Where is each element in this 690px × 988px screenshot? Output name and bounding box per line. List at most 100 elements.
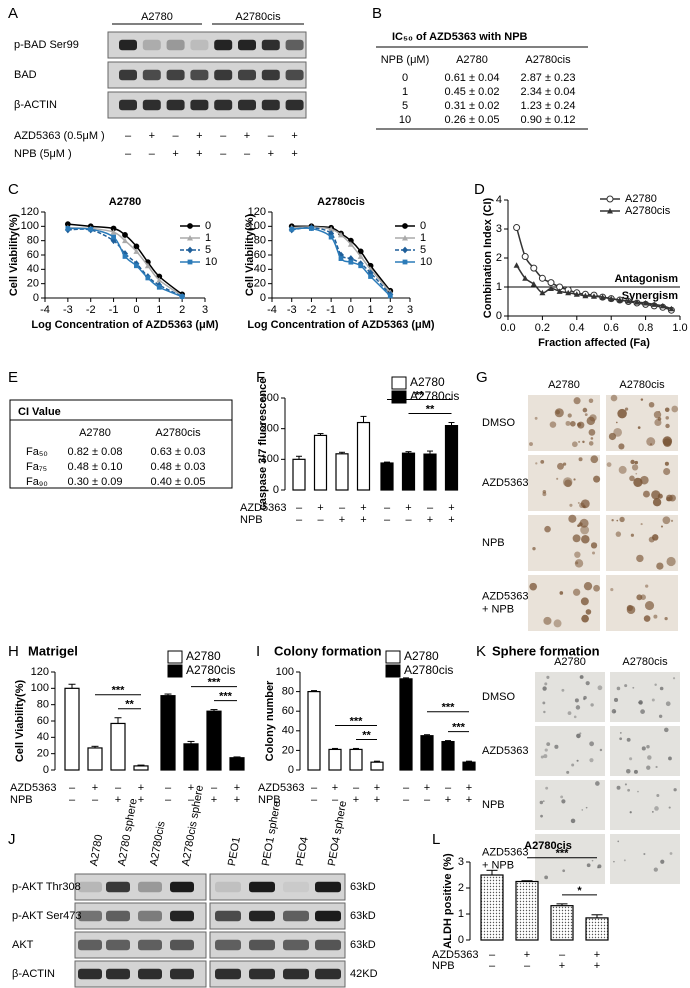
micrograph-cell xyxy=(630,459,635,465)
micrograph-cell xyxy=(564,479,572,488)
blot-band xyxy=(138,968,162,980)
blot-band xyxy=(215,968,241,980)
bar xyxy=(87,747,103,771)
treatment-sign: – xyxy=(559,949,566,961)
blot-band xyxy=(285,99,304,111)
blot-band xyxy=(283,968,309,980)
micrograph-cell xyxy=(584,413,588,417)
treatment-sign: – xyxy=(311,794,318,806)
micrograph-cell xyxy=(571,441,578,448)
treatment-label: AZD5363 (0.5μM ) xyxy=(14,130,105,142)
micrograph-cell xyxy=(529,582,538,591)
blot-band xyxy=(170,881,194,893)
micrograph-cell xyxy=(593,584,600,592)
blot-band xyxy=(166,99,185,111)
treatment-sign: – xyxy=(384,502,391,514)
row-label: β-ACTIN xyxy=(12,968,55,980)
blot-band xyxy=(119,69,137,81)
micrograph-cell xyxy=(641,746,646,751)
treatment-sign: + xyxy=(339,514,345,526)
blot-band xyxy=(261,99,280,111)
treatment-sign: – xyxy=(69,782,76,794)
y-tick-label: 60 xyxy=(37,715,49,727)
y-tick-label: 1 xyxy=(458,908,464,920)
micrograph-cell xyxy=(572,588,581,596)
y-tick-label: 100 xyxy=(276,666,294,678)
micrograph-cell xyxy=(560,795,564,799)
group-label: A2780 xyxy=(141,11,173,23)
table-cell: 0 xyxy=(402,72,408,84)
significance: *** xyxy=(208,676,222,688)
micrograph-cell xyxy=(648,536,655,543)
micrograph-cell xyxy=(544,875,549,880)
bar xyxy=(550,905,574,941)
micrograph xyxy=(535,780,605,830)
micrograph-cell xyxy=(575,705,581,710)
blot-band xyxy=(166,69,185,81)
y-tick-label: 80 xyxy=(37,699,49,711)
treatment-sign: + xyxy=(211,794,217,806)
data-point xyxy=(289,226,295,232)
treatment-sign: + xyxy=(268,148,274,160)
y-tick-label: 120 xyxy=(248,206,266,218)
bar xyxy=(349,748,363,771)
blot-band xyxy=(214,69,233,81)
treatment-sign: – xyxy=(403,794,410,806)
micrograph-cell xyxy=(646,437,656,447)
bar xyxy=(133,765,149,771)
treatment-sign: + xyxy=(448,514,454,526)
blot-band xyxy=(142,99,161,111)
table-cell: 0.48 ± 0.10 xyxy=(68,461,123,473)
treatment-label: AZD5363 xyxy=(258,782,304,794)
micrograph-cell xyxy=(653,867,658,872)
micrograph-cell xyxy=(532,546,536,551)
micrograph-cell xyxy=(665,423,670,429)
panel-letter: H xyxy=(8,643,19,660)
micrograph-cell xyxy=(543,710,546,714)
treatment-sign: – xyxy=(165,794,172,806)
treatment-label: NPB xyxy=(258,794,281,806)
table-header: A2780cis xyxy=(155,427,201,439)
micrograph-cell xyxy=(610,394,618,402)
data-point xyxy=(88,226,94,232)
micrograph-cell xyxy=(626,768,631,774)
micrograph-cell xyxy=(619,737,623,741)
data-point xyxy=(328,226,335,232)
data-point xyxy=(347,241,354,247)
micrograph-cell xyxy=(643,852,646,856)
micrograph-cell xyxy=(654,806,659,811)
bar xyxy=(64,687,80,771)
data-point xyxy=(122,250,128,257)
bar xyxy=(420,735,434,771)
annotation: Synergism xyxy=(622,290,678,302)
micrograph-cell xyxy=(588,429,596,436)
blot-band xyxy=(315,881,341,893)
data-point xyxy=(122,237,128,244)
data-point xyxy=(522,275,529,281)
table-cell: 0.61 ± 0.04 xyxy=(445,72,500,84)
significance: ** xyxy=(415,389,424,401)
bar xyxy=(292,458,306,491)
blot-band xyxy=(190,69,209,81)
micrograph-cell xyxy=(640,475,649,485)
treatment-sign: – xyxy=(69,794,76,806)
micrograph-cell xyxy=(578,440,581,443)
data-point xyxy=(144,262,151,269)
micrograph-cell xyxy=(662,516,671,525)
y-tick-label: 100 xyxy=(21,220,39,232)
micrograph-cell xyxy=(546,675,550,679)
micrograph-cell xyxy=(543,616,552,625)
micrograph-cell xyxy=(577,524,580,528)
blot-band xyxy=(249,939,275,951)
chart-title: A2780 xyxy=(109,196,141,208)
micrograph-cell xyxy=(569,503,573,507)
micrograph-cell xyxy=(664,407,670,413)
legend-marker xyxy=(402,223,408,229)
panel-letter: K xyxy=(476,643,486,660)
chart-title: A2780cis xyxy=(524,840,572,852)
treatment-sign: – xyxy=(165,782,172,794)
micrograph-cell xyxy=(540,460,545,464)
annotation: Antagonism xyxy=(614,273,678,285)
table-title: CI Value xyxy=(18,406,61,418)
bar xyxy=(441,740,455,771)
